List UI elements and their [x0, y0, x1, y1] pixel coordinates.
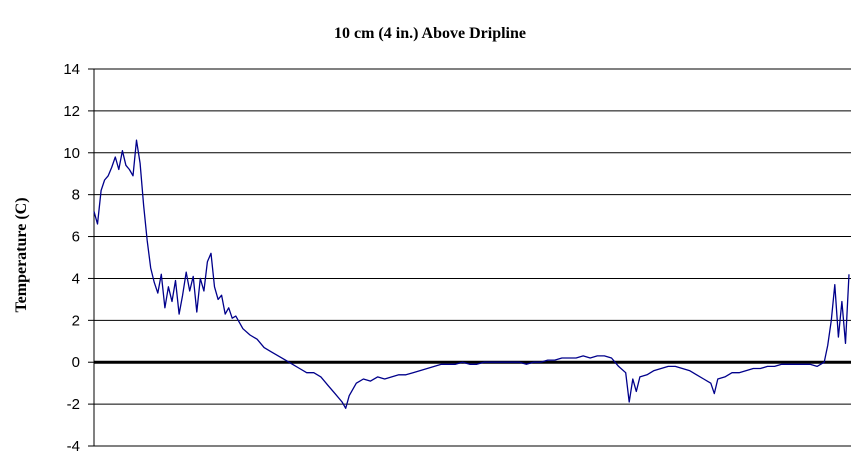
- series-layer: [93, 139, 850, 409]
- y-tick-label: 14: [63, 61, 80, 78]
- chart-title: 10 cm (4 in.) Above Dripline: [334, 25, 526, 42]
- y-tick-label: 6: [72, 229, 80, 246]
- y-tick-label: -2: [67, 396, 80, 413]
- y-tick-label: 0: [72, 354, 80, 371]
- y-tick-label: 12: [63, 103, 80, 120]
- y-tick-label: 2: [72, 312, 80, 329]
- y-tick-label: 4: [72, 270, 80, 287]
- y-axis-ticks: 14 12 10 8 6 4 2 0 -2 -4: [63, 61, 94, 454]
- y-axis-label: Temperature (C): [13, 197, 30, 312]
- y-tick-label: 8: [72, 187, 80, 204]
- gridlines: [94, 68, 851, 447]
- y-tick-label: 10: [63, 145, 80, 162]
- temperature-series-line: [93, 139, 850, 409]
- y-tick-label: -4: [67, 438, 80, 454]
